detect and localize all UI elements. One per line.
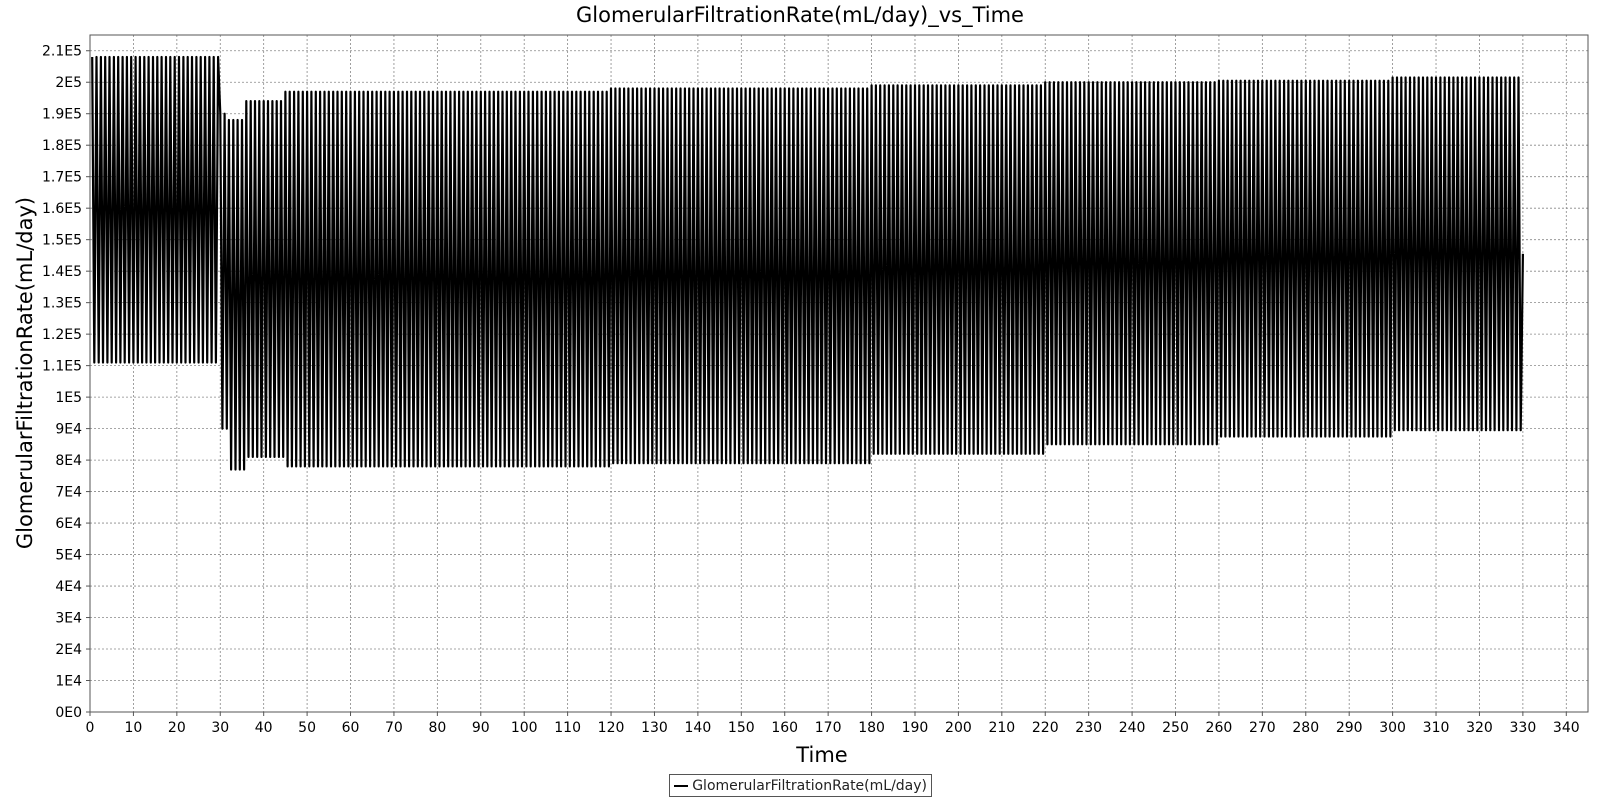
x-tick-label: 0	[86, 720, 95, 736]
x-tick-label: 130	[641, 720, 668, 736]
x-tick-label: 10	[125, 720, 143, 736]
series-layer	[91, 55, 1524, 471]
x-tick-label: 310	[1423, 720, 1450, 736]
chart-title: GlomerularFiltrationRate(mL/day)_vs_Time	[576, 3, 1024, 28]
y-tick-label: 2.1E5	[42, 44, 82, 60]
x-tick-label: 260	[1206, 720, 1233, 736]
grid	[89, 35, 1588, 713]
y-tick-label: 5E4	[55, 548, 82, 564]
y-tick-label: 0E0	[55, 705, 82, 721]
x-tick-label: 70	[385, 720, 403, 736]
y-tick-label: 1.4E5	[42, 264, 82, 280]
x-tick-label: 160	[771, 720, 798, 736]
x-axis-ticks: 0 10 20 30 40 50 60 70 80 90 100 110 120 130 140 150 160…	[86, 712, 1580, 736]
x-tick-label: 200	[945, 720, 972, 736]
x-tick-label: 150	[728, 720, 755, 736]
x-tick-label: 270	[1249, 720, 1276, 736]
y-tick-label: 9E4	[55, 422, 82, 438]
x-tick-label: 100	[511, 720, 538, 736]
y-tick-label: 4E4	[55, 579, 82, 595]
x-tick-label: 190	[902, 720, 929, 736]
y-tick-label: 1.8E5	[42, 138, 82, 154]
y-tick-label: 1.3E5	[42, 296, 82, 312]
x-axis-title: Time	[795, 743, 847, 767]
x-tick-label: 30	[211, 720, 229, 736]
x-tick-label: 340	[1553, 720, 1580, 736]
series-line	[91, 55, 1524, 471]
x-tick-label: 180	[858, 720, 885, 736]
y-tick-label: 1.5E5	[42, 233, 82, 249]
y-tick-label: 1.2E5	[42, 327, 82, 343]
x-tick-label: 140	[685, 720, 712, 736]
x-tick-label: 80	[428, 720, 446, 736]
y-tick-label: 1.7E5	[42, 170, 82, 186]
legend-swatch	[674, 784, 689, 787]
x-tick-label: 300	[1379, 720, 1406, 736]
y-tick-label: 1E4	[55, 674, 82, 690]
x-tick-label: 50	[298, 720, 316, 736]
x-tick-label: 20	[168, 720, 186, 736]
y-axis-ticks: 0E0 1E4 2E4 3E4 4E4 5E4 6E4 7E4 8E4 9E4 1E5 1.1E5 1.…	[42, 44, 90, 721]
x-tick-label: 330	[1510, 720, 1537, 736]
y-tick-label: 1.1E5	[42, 359, 82, 375]
x-tick-label: 120	[598, 720, 625, 736]
y-tick-label: 1.6E5	[42, 201, 82, 217]
y-tick-label: 1.9E5	[42, 107, 82, 123]
x-tick-label: 220	[1032, 720, 1059, 736]
x-tick-label: 290	[1336, 720, 1363, 736]
x-tick-label: 280	[1292, 720, 1319, 736]
x-tick-label: 250	[1162, 720, 1189, 736]
x-tick-label: 90	[472, 720, 490, 736]
x-tick-label: 110	[554, 720, 581, 736]
x-tick-label: 230	[1075, 720, 1102, 736]
x-tick-label: 40	[255, 720, 273, 736]
y-tick-label: 6E4	[55, 516, 82, 532]
x-tick-label: 320	[1466, 720, 1493, 736]
y-tick-label: 2E5	[55, 75, 82, 91]
y-axis-title: GlomerularFiltrationRate(mL/day)	[13, 197, 37, 549]
y-tick-label: 1E5	[55, 390, 82, 406]
y-tick-label: 3E4	[55, 611, 82, 627]
x-tick-label: 240	[1119, 720, 1146, 736]
x-tick-label: 210	[988, 720, 1015, 736]
x-tick-label: 60	[342, 720, 360, 736]
legend-label: GlomerularFiltrationRate(mL/day)	[692, 777, 927, 794]
x-tick-label: 170	[815, 720, 842, 736]
legend: GlomerularFiltrationRate(mL/day)	[669, 774, 932, 797]
y-tick-label: 7E4	[55, 485, 82, 501]
y-tick-label: 2E4	[55, 642, 82, 658]
plot-area	[89, 34, 1589, 713]
y-tick-label: 8E4	[55, 453, 82, 469]
